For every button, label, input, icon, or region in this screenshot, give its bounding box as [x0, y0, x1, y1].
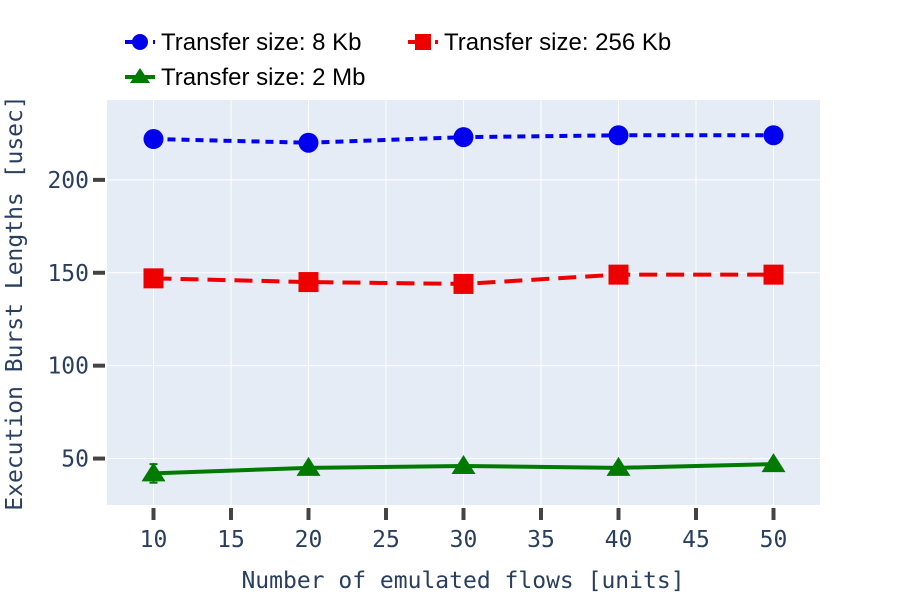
- legend-marker: [130, 68, 150, 83]
- series-layer: [141, 125, 786, 484]
- x-tick-label: 45: [682, 527, 710, 553]
- data-point: [761, 453, 786, 473]
- x-tick-label: 35: [527, 527, 555, 553]
- data-point: [608, 264, 629, 285]
- data-point: [763, 125, 784, 146]
- y-tick-label: 100: [47, 354, 89, 380]
- legend-label: Transfer size: 256 Kb: [444, 29, 671, 56]
- data-point: [143, 129, 164, 150]
- y-tick-label: 200: [47, 168, 89, 194]
- data-point: [606, 456, 631, 476]
- legend-label: Transfer size: 8 Kb: [161, 29, 362, 56]
- data-point: [143, 268, 164, 289]
- x-tick-label: 15: [217, 527, 245, 553]
- y-tick-label: 50: [61, 447, 89, 473]
- legend-item: Transfer size: 8 Kb: [125, 29, 362, 56]
- series-group: [143, 125, 784, 153]
- x-tick-label: 10: [140, 527, 168, 553]
- series-group: [141, 453, 786, 484]
- x-tick-label: 20: [295, 527, 323, 553]
- x-tick-label: 30: [450, 527, 478, 553]
- legend: Transfer size: 8 Kb Transfer size: 256 Kb…: [125, 29, 671, 91]
- legend-label: Transfer size: 2 Mb: [161, 64, 366, 91]
- data-point: [451, 454, 476, 474]
- data-point: [141, 462, 166, 482]
- x-tick-label: 25: [372, 527, 400, 553]
- x-tick-label: 50: [760, 527, 788, 553]
- legend-item: Transfer size: 2 Mb: [125, 64, 366, 91]
- legend-marker: [415, 34, 431, 50]
- series-group: [143, 264, 784, 294]
- data-point: [453, 273, 474, 294]
- data-point: [296, 456, 321, 476]
- data-point: [453, 127, 474, 148]
- y-tick-label: 150: [47, 261, 89, 287]
- data-point: [763, 264, 784, 285]
- legend-item: Transfer size: 256 Kb: [408, 29, 671, 56]
- y-axis-title: Execution Burst Lengths [usec]: [2, 95, 28, 510]
- x-tick-label: 40: [605, 527, 633, 553]
- data-point: [298, 272, 319, 293]
- data-point: [608, 125, 629, 146]
- x-axis-title: Number of emulated flows [units]: [241, 568, 684, 594]
- axes: 10 15 20 25 30 35 40 45 50 50 100 150 200: [47, 168, 787, 553]
- legend-marker: [132, 34, 148, 50]
- data-point: [298, 132, 319, 153]
